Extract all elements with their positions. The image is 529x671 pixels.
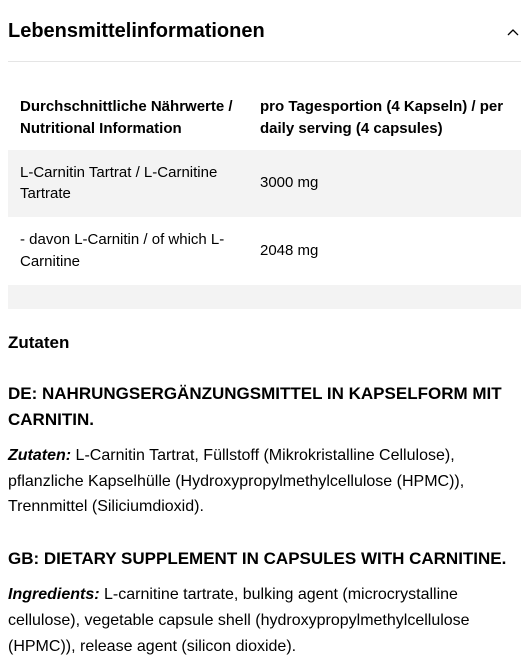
table-row bbox=[8, 285, 521, 309]
gb-ingredients-label: Ingredients: bbox=[8, 586, 100, 603]
gb-ingredients-paragraph: Ingredients: L-carnitine tartrate, bulki… bbox=[8, 582, 521, 659]
table-row: L-Carnitin Tartrat / L-Carnitine Tartrat… bbox=[8, 150, 521, 218]
ingredients-heading: Zutaten bbox=[8, 333, 521, 353]
table-cell: 2048 mg bbox=[248, 217, 521, 285]
table-header-col2: pro Tagesportion (4 Kapseln) / per daily… bbox=[248, 86, 521, 150]
table-cell bbox=[248, 285, 521, 309]
gb-section-title: GB: DIETARY SUPPLEMENT IN CAPSULES WITH … bbox=[8, 546, 521, 572]
accordion-header[interactable]: Lebensmittelinformationen bbox=[8, 8, 521, 62]
chevron-up-icon bbox=[505, 24, 521, 40]
table-cell: - davon L-Carnitin / of which L-Carnitin… bbox=[8, 217, 248, 285]
nutrition-table: Durchschnittliche Nährwerte / Nutritiona… bbox=[8, 86, 521, 309]
table-row: - davon L-Carnitin / of which L-Carnitin… bbox=[8, 217, 521, 285]
table-header-col1: Durchschnittliche Nährwerte / Nutritiona… bbox=[8, 86, 248, 150]
table-cell: 3000 mg bbox=[248, 150, 521, 218]
de-ingredients-label: Zutaten: bbox=[8, 447, 71, 464]
table-body: L-Carnitin Tartrat / L-Carnitine Tartrat… bbox=[8, 150, 521, 309]
table-cell bbox=[8, 285, 248, 309]
table-header-row: Durchschnittliche Nährwerte / Nutritiona… bbox=[8, 86, 521, 150]
de-ingredients-text: L-Carnitin Tartrat, Füllstoff (Mikrokris… bbox=[8, 447, 464, 515]
de-ingredients-paragraph: Zutaten: L-Carnitin Tartrat, Füllstoff (… bbox=[8, 443, 521, 520]
table-cell: L-Carnitin Tartrat / L-Carnitine Tartrat… bbox=[8, 150, 248, 218]
accordion-title: Lebensmittelinformationen bbox=[8, 20, 265, 43]
de-section-title: DE: NAHRUNGSERGÄNZUNGSMITTEL IN KAPSELFO… bbox=[8, 381, 521, 434]
